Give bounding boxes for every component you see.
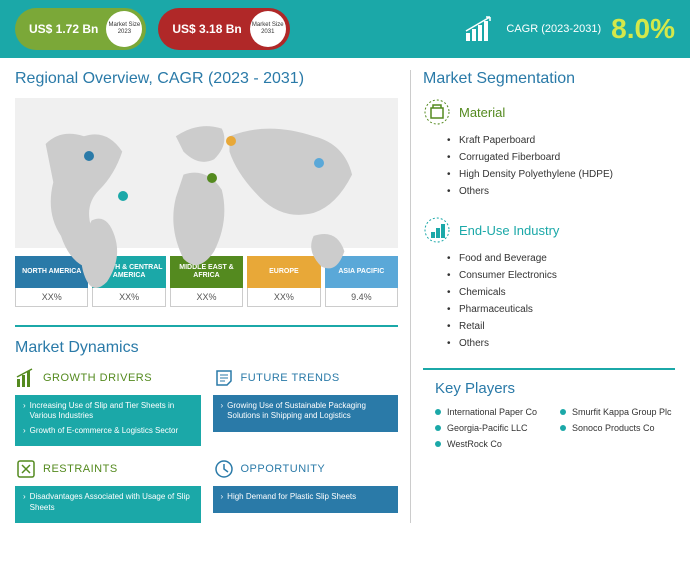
segmentation-item: Others: [459, 183, 675, 200]
world-map: [15, 98, 398, 248]
dynamics-block-title: GROWTH DRIVERS: [43, 372, 152, 384]
segmentation-group: End-Use Industry Food and BeverageConsume…: [423, 216, 675, 352]
dynamics-grid: GROWTH DRIVERS Increasing Use of Slip and…: [15, 367, 398, 523]
dynamics-title: Market Dynamics: [15, 339, 398, 357]
players-grid: International Paper Co Smurfit Kappa Grou…: [423, 407, 675, 449]
player-item: International Paper Co: [435, 407, 550, 417]
map-marker: [207, 173, 217, 183]
market-2023-label: Market Size 2023: [106, 11, 142, 47]
dynamics-block-title: OPPORTUNITY: [241, 463, 326, 475]
player-item: Smurfit Kappa Group Plc: [560, 407, 675, 417]
segmentation-item: High Density Polyethylene (HDPE): [459, 166, 675, 183]
left-column: Regional Overview, CAGR (2023 - 2031) NO…: [15, 70, 398, 523]
market-2031-label: Market Size 2031: [250, 11, 286, 47]
dynamics-items: Growing Use of Sustainable Packaging Sol…: [213, 395, 399, 432]
segmentation-item: Food and Beverage: [459, 250, 675, 267]
right-column: Market Segmentation Material Kraft Paperb…: [410, 70, 675, 523]
segmentation-icon: [423, 98, 451, 126]
cagr-label: CAGR (2023-2031): [506, 23, 601, 35]
dynamics-block: OPPORTUNITY High Demand for Plastic Slip …: [213, 458, 399, 523]
market-2023-value: US$ 1.72 Bn: [29, 22, 98, 36]
dynamics-block-title: RESTRAINTS: [43, 463, 118, 475]
segmentation-item: Retail: [459, 318, 675, 335]
dynamics-item: Increasing Use of Slip and Tier Sheets i…: [23, 401, 193, 422]
segmentation-group-title: End-Use Industry: [459, 223, 559, 238]
dynamics-item: Growing Use of Sustainable Packaging Sol…: [221, 401, 391, 422]
segmentation-item: Corrugated Fiberboard: [459, 149, 675, 166]
segmentation-item: Kraft Paperboard: [459, 132, 675, 149]
dynamics-block: RESTRAINTS Disadvantages Associated with …: [15, 458, 201, 523]
header-bar: US$ 1.72 Bn Market Size 2023 US$ 3.18 Bn…: [0, 0, 690, 58]
segmentation-item: Consumer Electronics: [459, 267, 675, 284]
dynamics-items: Disadvantages Associated with Usage of S…: [15, 486, 201, 523]
divider: [423, 368, 675, 370]
cagr-value: 8.0%: [611, 13, 675, 45]
map-marker: [314, 158, 324, 168]
segmentation-item: Others: [459, 335, 675, 352]
dynamics-items: High Demand for Plastic Slip Sheets: [213, 486, 399, 512]
dynamics-item: Growth of E-commerce & Logistics Sector: [23, 426, 193, 436]
regional-title: Regional Overview, CAGR (2023 - 2031): [15, 70, 398, 88]
market-size-2023-pill: US$ 1.72 Bn Market Size 2023: [15, 8, 146, 50]
player-item: WestRock Co: [435, 439, 550, 449]
cagr-section: CAGR (2023-2031) 8.0%: [464, 13, 675, 45]
dynamics-icon: [213, 458, 235, 480]
segmentation-item: Pharmaceuticals: [459, 301, 675, 318]
dynamics-icon: [213, 367, 235, 389]
dynamics-icon: [15, 367, 37, 389]
players-title: Key Players: [423, 380, 675, 397]
dynamics-item: High Demand for Plastic Slip Sheets: [221, 492, 391, 502]
player-item: Sonoco Products Co: [560, 423, 675, 433]
dynamics-items: Increasing Use of Slip and Tier Sheets i…: [15, 395, 201, 446]
dynamics-block: GROWTH DRIVERS Increasing Use of Slip and…: [15, 367, 201, 446]
dynamics-block: FUTURE TRENDS Growing Use of Sustainable …: [213, 367, 399, 446]
segmentation-group-title: Material: [459, 105, 505, 120]
segmentation-title: Market Segmentation: [423, 70, 675, 88]
dynamics-item: Disadvantages Associated with Usage of S…: [23, 492, 193, 513]
market-size-2031-pill: US$ 3.18 Bn Market Size 2031: [158, 8, 289, 50]
dynamics-block-title: FUTURE TRENDS: [241, 372, 340, 384]
market-2031-value: US$ 3.18 Bn: [172, 22, 241, 36]
growth-chart-icon: [464, 15, 496, 43]
map-marker: [84, 151, 94, 161]
segmentation-item: Chemicals: [459, 284, 675, 301]
map-marker: [226, 136, 236, 146]
dynamics-icon: [15, 458, 37, 480]
player-item: Georgia-Pacific LLC: [435, 423, 550, 433]
segmentation-icon: [423, 216, 451, 244]
segmentation-group: Material Kraft PaperboardCorrugated Fiber…: [423, 98, 675, 200]
